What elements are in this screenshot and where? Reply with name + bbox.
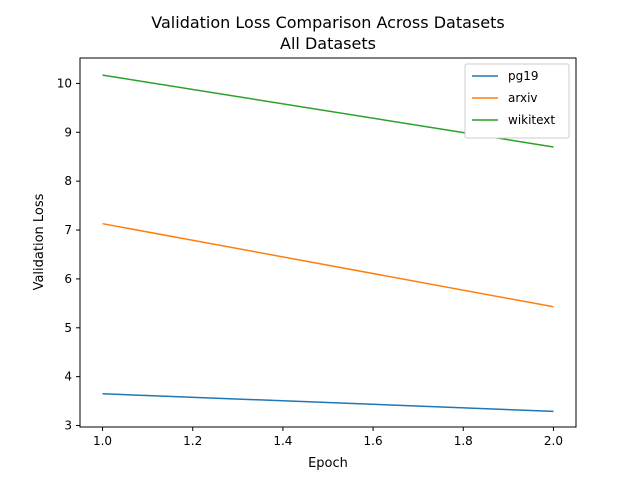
- legend-label-arxiv: arxiv: [508, 91, 538, 105]
- y-tick-label: 4: [64, 370, 72, 384]
- x-tick-label: 1.6: [364, 434, 383, 448]
- x-axis-label: Epoch: [308, 456, 348, 471]
- legend-label-wikitext: wikitext: [508, 113, 555, 127]
- series-line-arxiv: [102, 222, 554, 308]
- series-line-pg19: [102, 393, 554, 413]
- legend: pg19 arxiv wikitext: [464, 63, 570, 139]
- chart-subtitle: All Datasets: [280, 34, 376, 53]
- axes-frame: [79, 57, 577, 428]
- y-tick-label: 10: [57, 76, 72, 90]
- y-tick-label: 8: [64, 174, 72, 188]
- x-tick-label: 2.0: [544, 434, 563, 448]
- x-tick-label: 1.2: [183, 434, 202, 448]
- legend-label-pg19: pg19: [508, 69, 539, 83]
- x-tick-label: 1.4: [273, 434, 292, 448]
- x-tick-label: 1.8: [454, 434, 473, 448]
- y-tick-label: 6: [64, 272, 72, 286]
- y-tick-label: 5: [64, 321, 72, 335]
- x-tick-label: 1.0: [93, 434, 112, 448]
- chart-title: Validation Loss Comparison Across Datase…: [151, 13, 504, 32]
- y-tick-label: 9: [64, 125, 72, 139]
- y-tick-label: 3: [64, 419, 72, 433]
- y-tick-label: 7: [64, 223, 72, 237]
- plot-area: 1.0 1.2 1.4 1.6 1.8 2.0 3 4 5 6 7 8 9 10: [57, 74, 563, 448]
- y-axis-label: Validation Loss: [32, 193, 47, 290]
